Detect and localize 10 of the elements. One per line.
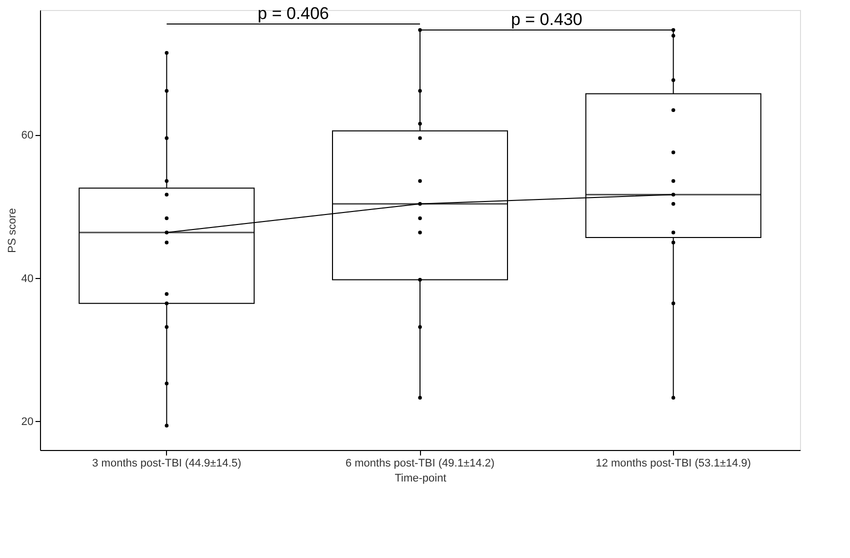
x-axis-title: Time-point (394, 472, 446, 484)
y-tick-label: 20 (21, 416, 34, 428)
y-tick-label: 60 (21, 130, 34, 142)
x-tick-label: 12 months post-TBI (53.1±14.9) (596, 458, 751, 470)
y-tick-label: 40 (21, 272, 34, 285)
y-axis-title: PS score (6, 208, 18, 253)
x-tick-label: 3 months post-TBI (44.9±14.5) (92, 458, 242, 470)
annotation: p = 0.430 (510, 10, 582, 29)
x-tick-label: 6 months post-TBI (49.1±14.2) (345, 458, 495, 470)
annotation: p = 0.406 (258, 4, 330, 23)
